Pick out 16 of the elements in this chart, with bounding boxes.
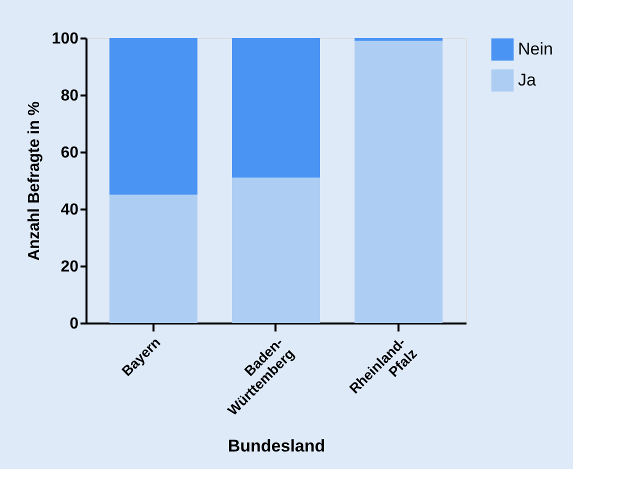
legend-label: Nein: [518, 40, 553, 58]
bar: [109, 38, 198, 195]
bar: [232, 38, 320, 178]
y-tick-label: 0: [70, 316, 79, 332]
y-tick-label: 60: [60, 144, 79, 162]
legend-label: Ja: [518, 70, 536, 90]
x-axis-title: Bundesland: [228, 436, 326, 456]
y-tick-label: 40: [60, 202, 79, 218]
y-tick-label: 80: [60, 88, 79, 104]
bar: [109, 194, 198, 323]
bar: [232, 178, 320, 323]
y-axis-title: Anzahl Befragte in %: [26, 101, 43, 261]
bar: [354, 38, 443, 41]
bar: [354, 40, 443, 323]
y-tick-label: 100: [52, 30, 79, 48]
y-tick-label: 20: [60, 258, 79, 276]
